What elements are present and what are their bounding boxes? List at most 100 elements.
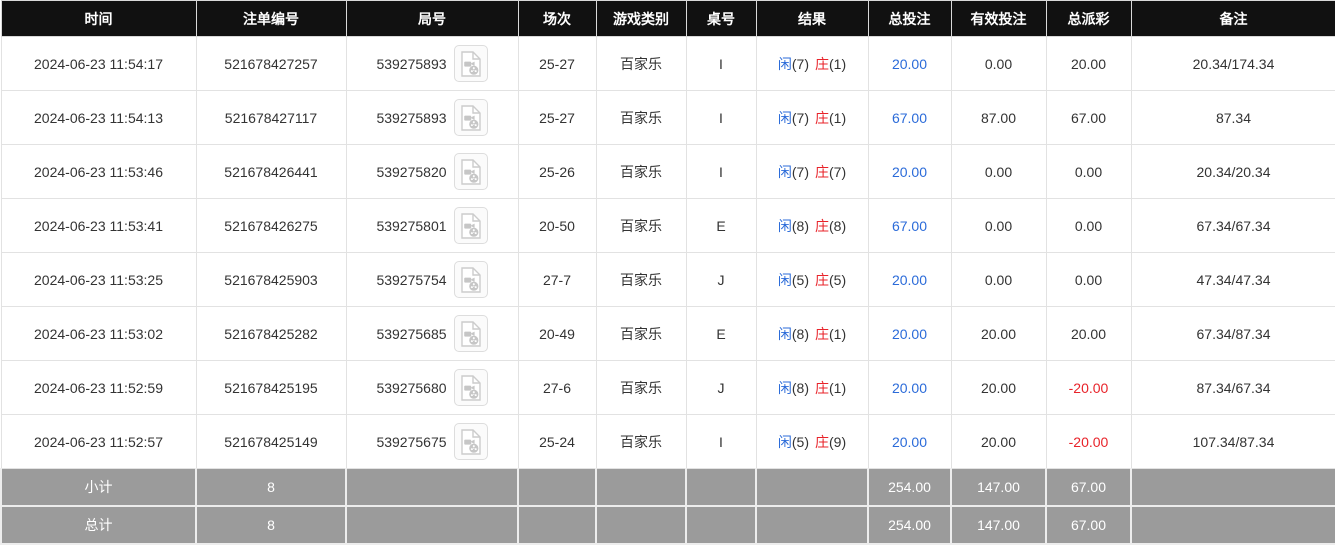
- table-row: 2024-06-23 11:54:17 521678427257 5392758…: [0, 36, 1335, 91]
- column-header-remark: 备注: [1130, 0, 1335, 37]
- result-player-label: 闲: [777, 271, 792, 288]
- cell-bet-id: 521678425903: [195, 252, 347, 307]
- video-replay-button[interactable]: [453, 99, 488, 136]
- result-banker-score: (1): [829, 109, 847, 126]
- cell-table-no: I: [685, 36, 757, 91]
- table-row: 2024-06-23 11:53:02 521678425282 5392756…: [0, 306, 1335, 361]
- video-replay-icon: [460, 104, 481, 131]
- cell-round-id: 539275893: [345, 36, 519, 91]
- result-player-label: 闲: [777, 379, 792, 396]
- cell-bet-id: 521678426441: [195, 144, 347, 199]
- result-banker-label: 庄: [815, 271, 829, 288]
- round-id-value: 539275675: [376, 433, 447, 450]
- table-row: 2024-06-23 11:54:13 521678427117 5392758…: [0, 90, 1335, 145]
- video-replay-button[interactable]: [453, 423, 488, 460]
- cell-remark: 20.34/174.34: [1130, 36, 1335, 91]
- video-replay-icon: [460, 374, 481, 401]
- video-replay-icon: [460, 212, 481, 239]
- header-row: 时间 注单编号 局号 场次 游戏类别 桌号 结果 总投注 有效投注 总派彩 备注: [0, 0, 1335, 37]
- cell-remark: 87.34: [1130, 90, 1335, 145]
- video-replay-icon: [460, 50, 481, 77]
- cell-game-type: 百家乐: [595, 414, 687, 469]
- cell-total-bet: 20.00: [867, 36, 952, 91]
- cell-bet-id: 521678425282: [195, 306, 347, 361]
- result-player-label: 闲: [777, 217, 792, 234]
- cell-round-id: 539275680: [345, 360, 519, 415]
- cell-valid-bet: 0.00: [950, 144, 1047, 199]
- cell-table-no: J: [685, 252, 757, 307]
- subtotal-empty-cell: [685, 468, 757, 507]
- video-replay-button[interactable]: [453, 315, 488, 352]
- cell-remark: 20.34/20.34: [1130, 144, 1335, 199]
- cell-result: 闲(8) 庄(8): [755, 198, 869, 253]
- cell-total-payout: 0.00: [1045, 144, 1132, 199]
- cell-round-id: 539275675: [345, 414, 519, 469]
- cell-table-no: E: [685, 198, 757, 253]
- grand-total-label: 总计: [0, 505, 197, 545]
- result-banker-score: (7): [829, 163, 847, 180]
- subtotal-row: 小计 8 254.00 147.00 67.00: [0, 468, 1335, 507]
- cell-valid-bet: 0.00: [950, 198, 1047, 253]
- cell-game-type: 百家乐: [595, 144, 687, 199]
- table-row: 2024-06-23 11:52:59 521678425195 5392756…: [0, 360, 1335, 415]
- video-replay-icon: [460, 158, 481, 185]
- cell-result: 闲(7) 庄(1): [755, 90, 869, 145]
- result-player-label: 闲: [777, 433, 792, 450]
- cell-session: 27-7: [517, 252, 597, 307]
- cell-session: 20-50: [517, 198, 597, 253]
- cell-total-payout: 0.00: [1045, 198, 1132, 253]
- cell-game-type: 百家乐: [595, 252, 687, 307]
- grand-total-empty-cell: [517, 505, 597, 545]
- cell-session: 25-24: [517, 414, 597, 469]
- cell-time: 2024-06-23 11:54:13: [0, 90, 197, 145]
- video-replay-button[interactable]: [453, 261, 488, 298]
- cell-remark: 87.34/67.34: [1130, 360, 1335, 415]
- cell-result: 闲(5) 庄(5): [755, 252, 869, 307]
- cell-session: 25-26: [517, 144, 597, 199]
- video-replay-icon: [460, 266, 481, 293]
- column-header-result: 结果: [755, 0, 869, 37]
- cell-round-id: 539275893: [345, 90, 519, 145]
- result-player-score: (7): [791, 55, 809, 72]
- cell-remark: 67.34/87.34: [1130, 306, 1335, 361]
- result-banker-score: (9): [829, 433, 847, 450]
- cell-remark: 47.34/47.34: [1130, 252, 1335, 307]
- result-player-score: (5): [791, 433, 809, 450]
- result-player-label: 闲: [777, 109, 792, 126]
- cell-game-type: 百家乐: [595, 360, 687, 415]
- result-banker-label: 庄: [815, 379, 829, 396]
- round-id-value: 539275820: [376, 163, 447, 180]
- cell-table-no: I: [685, 90, 757, 145]
- subtotal-label: 小计: [0, 468, 197, 507]
- column-header-time: 时间: [0, 0, 197, 37]
- cell-time: 2024-06-23 11:53:41: [0, 198, 197, 253]
- video-replay-button[interactable]: [453, 45, 488, 82]
- video-replay-button[interactable]: [453, 207, 488, 244]
- cell-time: 2024-06-23 11:52:57: [0, 414, 197, 469]
- cell-time: 2024-06-23 11:54:17: [0, 36, 197, 91]
- result-banker-score: (8): [829, 217, 847, 234]
- result-banker-label: 庄: [815, 55, 829, 72]
- cell-result: 闲(8) 庄(1): [755, 360, 869, 415]
- subtotal-empty-cell: [1130, 468, 1335, 507]
- cell-session: 25-27: [517, 90, 597, 145]
- subtotal-empty-cell: [517, 468, 597, 507]
- subtotal-total-payout: 67.00: [1045, 468, 1132, 507]
- cell-bet-id: 521678427257: [195, 36, 347, 91]
- cell-total-bet: 20.00: [867, 360, 952, 415]
- table-row: 2024-06-23 11:53:41 521678426275 5392758…: [0, 198, 1335, 253]
- video-replay-button[interactable]: [453, 369, 488, 406]
- subtotal-valid-bet: 147.00: [950, 468, 1047, 507]
- result-player-score: (8): [791, 325, 809, 342]
- result-player-label: 闲: [777, 163, 792, 180]
- cell-bet-id: 521678425195: [195, 360, 347, 415]
- video-replay-button[interactable]: [453, 153, 488, 190]
- table-row: 2024-06-23 11:53:46 521678426441 5392758…: [0, 144, 1335, 199]
- cell-total-payout: 20.00: [1045, 36, 1132, 91]
- result-banker-label: 庄: [815, 163, 829, 180]
- result-player-score: (8): [791, 379, 809, 396]
- grand-total-count: 8: [195, 505, 347, 545]
- cell-game-type: 百家乐: [595, 306, 687, 361]
- cell-total-bet: 67.00: [867, 198, 952, 253]
- round-id-value: 539275801: [376, 217, 447, 234]
